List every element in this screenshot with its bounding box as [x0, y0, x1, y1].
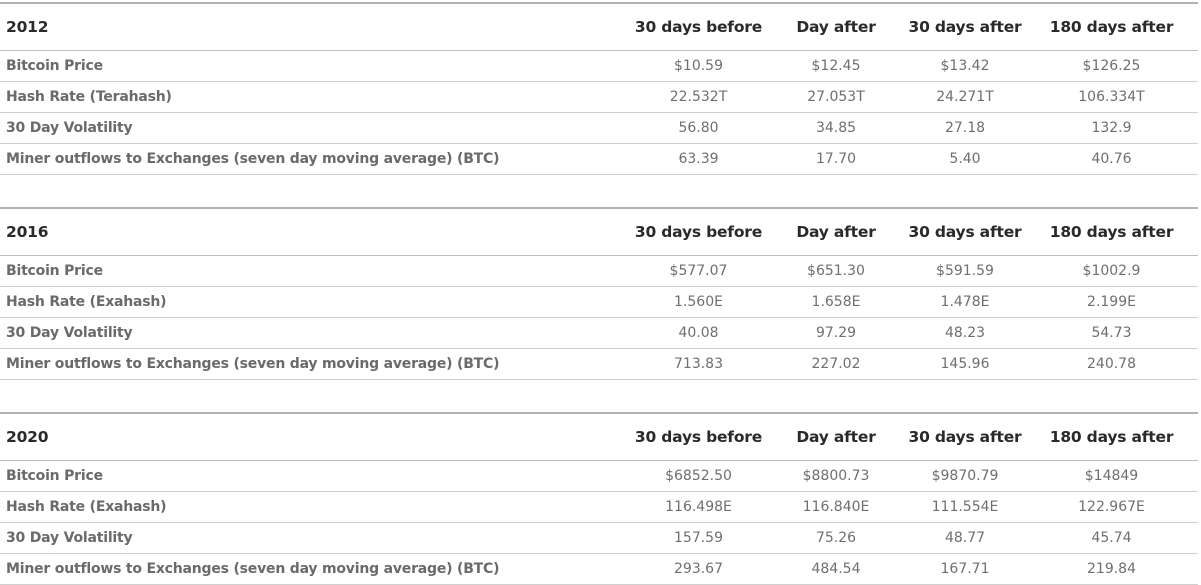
header-row: 2020 30 days before Day after 30 days after…	[0, 413, 1198, 461]
table-row: 30 Day Volatility 157.59 75.26 48.77 45.74	[0, 522, 1198, 554]
row-label: 30 Day Volatility	[0, 112, 630, 144]
column-header: 180 days after	[1025, 3, 1198, 51]
cell-value: 111.554E	[905, 491, 1025, 523]
cell-value: $12.45	[767, 50, 905, 82]
table-row: 30 Day Volatility 40.08 97.29 48.23 54.73	[0, 317, 1198, 349]
table-row: Hash Rate (Terahash) 22.532T 27.053T 24.271…	[0, 81, 1198, 113]
cell-value: $9870.79	[905, 460, 1025, 492]
column-header: Day after	[767, 413, 905, 461]
table-row: Hash Rate (Exahash) 116.498E 116.840E 111.5…	[0, 491, 1198, 523]
table-2012: 2012 30 days before Day after 30 days after…	[0, 2, 1198, 175]
cell-value: $126.25	[1025, 50, 1198, 82]
cell-value: 227.02	[767, 348, 905, 380]
row-label: 30 Day Volatility	[0, 522, 630, 554]
cell-value: $14849	[1025, 460, 1198, 492]
cell-value: 1.658E	[767, 286, 905, 318]
cell-value: $6852.50	[630, 460, 767, 492]
cell-value: 27.18	[905, 112, 1025, 144]
row-label: Miner outflows to Exchanges (seven day m…	[0, 348, 630, 380]
column-header: 30 days before	[630, 208, 767, 256]
row-label: Hash Rate (Exahash)	[0, 491, 630, 523]
column-header: Day after	[767, 3, 905, 51]
column-header: 180 days after	[1025, 413, 1198, 461]
column-header: Day after	[767, 208, 905, 256]
cell-value: $577.07	[630, 255, 767, 287]
column-header: 30 days before	[630, 3, 767, 51]
cell-value: 1.478E	[905, 286, 1025, 318]
cell-value: 145.96	[905, 348, 1025, 380]
header-row: 2016 30 days before Day after 30 days after…	[0, 208, 1198, 256]
row-label: Hash Rate (Terahash)	[0, 81, 630, 113]
cell-value: 122.967E	[1025, 491, 1198, 523]
cell-value: 48.23	[905, 317, 1025, 349]
row-label: 30 Day Volatility	[0, 317, 630, 349]
cell-value: 132.9	[1025, 112, 1198, 144]
table-row: Miner outflows to Exchanges (seven day m…	[0, 348, 1198, 380]
table-row: Bitcoin Price $10.59 $12.45 $13.42 $126.25	[0, 50, 1198, 82]
row-label: Bitcoin Price	[0, 255, 630, 287]
cell-value: 116.498E	[630, 491, 767, 523]
cell-value: 713.83	[630, 348, 767, 380]
table-row: Miner outflows to Exchanges (seven day m…	[0, 143, 1198, 175]
column-header: 180 days after	[1025, 208, 1198, 256]
cell-value: 27.053T	[767, 81, 905, 113]
cell-value: 2.199E	[1025, 286, 1198, 318]
cell-value: 75.26	[767, 522, 905, 554]
cell-value: $13.42	[905, 50, 1025, 82]
cell-value: 1.560E	[630, 286, 767, 318]
row-label: Hash Rate (Exahash)	[0, 286, 630, 318]
cell-value: 40.08	[630, 317, 767, 349]
cell-value: 106.334T	[1025, 81, 1198, 113]
cell-value: $1002.9	[1025, 255, 1198, 287]
cell-value: 22.532T	[630, 81, 767, 113]
column-header: 30 days after	[905, 413, 1025, 461]
column-header: 30 days after	[905, 208, 1025, 256]
table-row: 30 Day Volatility 56.80 34.85 27.18 132.9	[0, 112, 1198, 144]
table-row: Hash Rate (Exahash) 1.560E 1.658E 1.478E 2.1…	[0, 286, 1198, 318]
table-row: Bitcoin Price $6852.50 $8800.73 $9870.79 $14…	[0, 460, 1198, 492]
cell-value: 240.78	[1025, 348, 1198, 380]
column-header: 30 days after	[905, 3, 1025, 51]
cell-value: 17.70	[767, 143, 905, 175]
table-2016: 2016 30 days before Day after 30 days after…	[0, 207, 1198, 380]
year-heading: 2016	[0, 208, 630, 256]
year-heading: 2020	[0, 413, 630, 461]
year-heading: 2012	[0, 3, 630, 51]
cell-value: 40.76	[1025, 143, 1198, 175]
cell-value: $651.30	[767, 255, 905, 287]
cell-value: $591.59	[905, 255, 1025, 287]
cell-value: 5.40	[905, 143, 1025, 175]
row-label: Bitcoin Price	[0, 460, 630, 492]
row-label: Miner outflows to Exchanges (seven day m…	[0, 143, 630, 175]
cell-value: 48.77	[905, 522, 1025, 554]
header-row: 2012 30 days before Day after 30 days after…	[0, 3, 1198, 51]
cell-value: $8800.73	[767, 460, 905, 492]
cell-value: 157.59	[630, 522, 767, 554]
cell-value: 63.39	[630, 143, 767, 175]
row-label: Bitcoin Price	[0, 50, 630, 82]
cell-value: 116.840E	[767, 491, 905, 523]
cell-value: 56.80	[630, 112, 767, 144]
cell-value: 34.85	[767, 112, 905, 144]
cell-value: 97.29	[767, 317, 905, 349]
cell-value: 45.74	[1025, 522, 1198, 554]
cell-value: $10.59	[630, 50, 767, 82]
cell-value: 24.271T	[905, 81, 1025, 113]
table-row: Bitcoin Price $577.07 $651.30 $591.59 $1002.…	[0, 255, 1198, 287]
column-header: 30 days before	[630, 413, 767, 461]
table-2020: 2020 30 days before Day after 30 days after…	[0, 412, 1198, 585]
cell-value: 54.73	[1025, 317, 1198, 349]
